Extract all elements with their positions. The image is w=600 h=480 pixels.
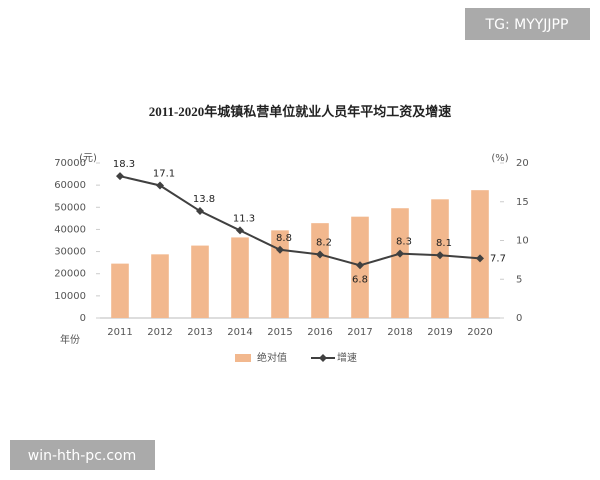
line-marker [356, 261, 364, 270]
data-label: 18.3 [113, 159, 135, 170]
bar [111, 263, 129, 318]
line-marker [316, 250, 324, 259]
y-tick-label: 60000 [54, 180, 86, 191]
bar [231, 237, 249, 318]
watermark: win-hth-pc.com [28, 448, 137, 464]
line-marker [196, 207, 204, 216]
y-tick-label: 70000 [54, 158, 86, 169]
y-tick-label: 50000 [54, 202, 86, 213]
line-marker [436, 251, 444, 260]
y-axis-label: (元) [79, 153, 97, 164]
x-tick-label: 2011 [107, 327, 132, 338]
y2-tick-label: 0 [516, 313, 522, 324]
x-tick-label: 2014 [227, 327, 252, 338]
y2-tick-label: 20 [516, 158, 529, 169]
data-label: 8.3 [396, 237, 412, 248]
bar [151, 254, 169, 318]
bar [311, 223, 329, 318]
y-tick-label: 10000 [54, 291, 86, 302]
x-tick-label: 2018 [387, 327, 412, 338]
y-tick-label: 20000 [54, 269, 86, 280]
watermark-box [10, 440, 155, 470]
y2-tick-label: 5 [516, 274, 522, 285]
legend-swatch [319, 354, 327, 362]
line-marker [476, 254, 484, 263]
data-label: 8.1 [436, 238, 452, 249]
line-marker [156, 181, 164, 190]
legend-label: 绝对值 [257, 351, 287, 364]
x-tick-label: 2015 [267, 327, 292, 338]
line-marker [276, 245, 284, 254]
watermark: TG: MYYJJPP [485, 17, 569, 33]
x-tick-label: 2019 [427, 327, 452, 338]
line-marker [236, 226, 244, 235]
x-tick-label: 2013 [187, 327, 212, 338]
bar [271, 230, 289, 318]
x-tick-label: 2017 [347, 327, 372, 338]
y-tick-label: 40000 [54, 224, 86, 235]
watermark-box [465, 8, 590, 40]
data-label: 8.8 [276, 233, 292, 244]
y2-tick-label: 10 [516, 236, 529, 247]
x-tick-label: 2016 [307, 327, 332, 338]
x-axis-label: 年份 [60, 333, 80, 346]
data-label: 13.8 [193, 194, 215, 205]
legend-swatch [235, 354, 251, 362]
line [119, 175, 481, 267]
line-marker [396, 249, 404, 258]
y-tick-label: 0 [80, 313, 86, 324]
data-label: 11.3 [233, 213, 255, 224]
y-tick-label: 30000 [54, 247, 86, 258]
data-label: 8.2 [316, 237, 332, 248]
line-marker [116, 172, 124, 181]
bar [471, 190, 489, 318]
bar [391, 208, 409, 318]
data-label: 7.7 [490, 253, 506, 264]
legend-label: 增速 [337, 351, 357, 364]
y2-tick-label: 15 [516, 197, 529, 208]
bar [191, 245, 209, 318]
data-label: 17.1 [153, 168, 175, 179]
x-tick-label: 2020 [467, 327, 492, 338]
chart-title: 2011-2020年城镇私营单位就业人员年平均工资及增速 [149, 104, 452, 119]
x-tick-label: 2012 [147, 327, 172, 338]
y2-axis-label: (%) [491, 153, 508, 164]
data-label: 6.8 [352, 274, 368, 285]
